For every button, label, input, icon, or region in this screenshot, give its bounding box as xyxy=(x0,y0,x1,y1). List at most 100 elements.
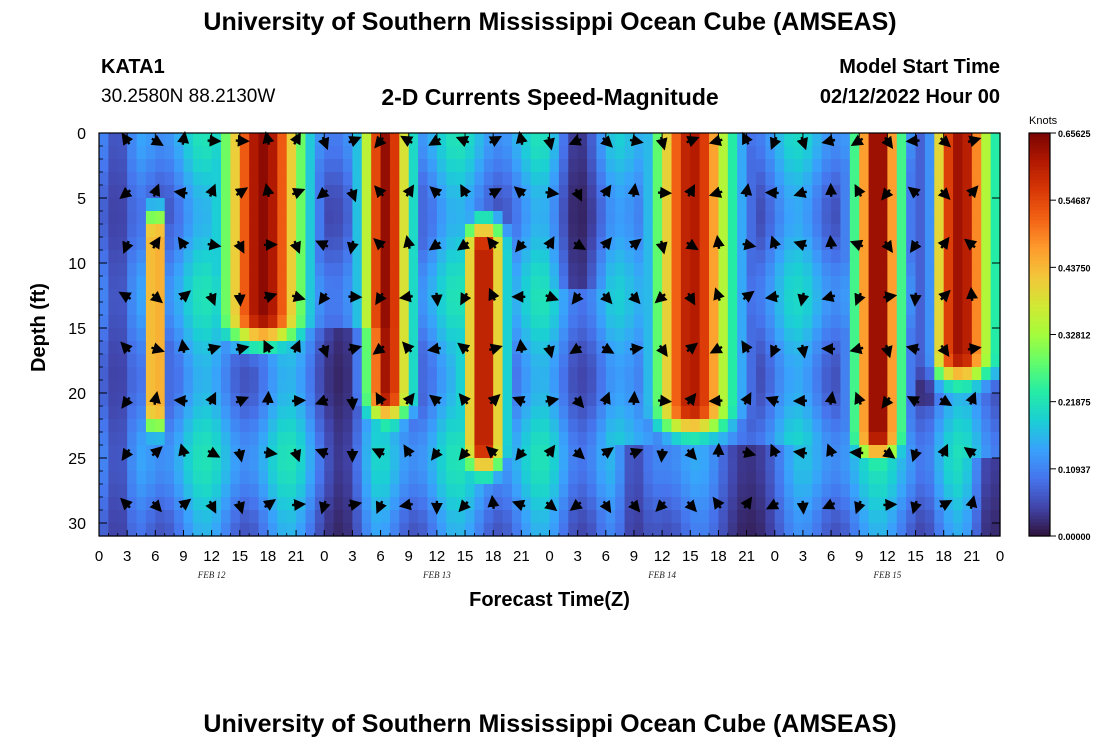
heatmap-cell xyxy=(793,302,804,316)
heatmap-cell xyxy=(765,146,776,160)
heatmap-cell xyxy=(587,276,598,290)
heatmap-cell xyxy=(427,328,438,342)
heatmap-cell xyxy=(446,159,457,173)
heatmap-cell xyxy=(192,367,203,381)
heatmap-cell xyxy=(371,354,382,368)
heatmap-cell xyxy=(662,510,673,524)
current-arrow xyxy=(291,187,306,200)
heatmap-cell xyxy=(418,302,429,316)
heatmap-cell xyxy=(887,341,898,355)
heatmap-cell xyxy=(784,510,795,524)
heatmap-cell xyxy=(127,250,138,264)
heatmap-cell xyxy=(896,484,907,498)
heatmap-cell xyxy=(314,289,325,303)
heatmap-cell xyxy=(652,159,663,173)
heatmap-cell xyxy=(953,380,964,394)
current-arrow xyxy=(233,240,245,254)
heatmap-cell xyxy=(784,393,795,407)
heatmap-cell xyxy=(906,198,917,212)
heatmap-cell xyxy=(633,211,644,225)
heatmap-cell xyxy=(643,289,654,303)
heatmap-cell xyxy=(784,406,795,420)
colorbar-segment xyxy=(1029,347,1050,352)
heatmap-cell xyxy=(840,471,851,485)
y-tick-label: 25 xyxy=(68,451,86,468)
colorbar-segment xyxy=(1029,381,1050,386)
heatmap-cell xyxy=(446,380,457,394)
current-arrow xyxy=(261,390,274,405)
heatmap-cell xyxy=(389,497,400,511)
heatmap-cell xyxy=(727,276,738,290)
heatmap-cell xyxy=(465,172,476,186)
y-tick-label: 5 xyxy=(77,191,86,208)
heatmap-cell xyxy=(718,146,729,160)
heatmap-cell xyxy=(596,159,607,173)
heatmap-cell xyxy=(624,510,635,524)
heatmap-cell xyxy=(859,471,870,485)
current-arrow xyxy=(654,290,668,304)
heatmap-cell xyxy=(981,328,992,342)
heatmap-cell xyxy=(718,172,729,186)
heatmap-cell xyxy=(493,510,504,524)
heatmap-cell xyxy=(709,328,720,342)
heatmap-cell xyxy=(164,523,175,537)
heatmap-cell xyxy=(230,367,241,381)
heatmap-cell xyxy=(727,432,738,446)
heatmap-cell xyxy=(202,315,213,329)
heatmap-cell xyxy=(296,302,307,316)
heatmap-cell xyxy=(530,484,541,498)
heatmap-cell xyxy=(108,393,119,407)
heatmap-cell xyxy=(690,276,701,290)
heatmap-cell xyxy=(521,484,532,498)
current-arrow xyxy=(403,235,415,249)
colorbar-segment xyxy=(1029,415,1050,420)
heatmap-cell xyxy=(596,302,607,316)
heatmap-cell xyxy=(774,237,785,251)
heatmap-cell xyxy=(399,406,410,420)
heatmap-cell xyxy=(596,406,607,420)
heatmap-cell xyxy=(305,471,316,485)
current-arrow xyxy=(709,342,724,354)
heatmap-cell xyxy=(906,406,917,420)
heatmap-cell xyxy=(540,367,551,381)
heatmap-cell xyxy=(249,328,260,342)
current-arrow xyxy=(938,135,952,148)
heatmap-cell xyxy=(418,419,429,433)
heatmap-cell xyxy=(249,471,260,485)
heatmap-cell xyxy=(549,406,560,420)
heatmap-cell xyxy=(483,380,494,394)
heatmap-cell xyxy=(465,133,476,147)
heatmap-cell xyxy=(145,146,156,160)
heatmap-cell xyxy=(915,302,926,316)
heatmap-cell xyxy=(943,133,954,147)
current-arrow xyxy=(289,132,301,146)
heatmap-cell xyxy=(127,302,138,316)
heatmap-cell xyxy=(652,458,663,472)
y-tick-label: 30 xyxy=(68,516,86,533)
heatmap-cell xyxy=(136,315,147,329)
current-arrow xyxy=(938,289,951,303)
heatmap-cell xyxy=(99,133,109,147)
heatmap-cell xyxy=(605,302,616,316)
heatmap-cell xyxy=(840,510,851,524)
heatmap-cell xyxy=(662,380,673,394)
colorbar-segment xyxy=(1029,515,1050,520)
heatmap-cell xyxy=(521,185,532,199)
heatmap-cell xyxy=(746,406,757,420)
heatmap-cell xyxy=(821,497,832,511)
heatmap-cell xyxy=(990,471,1001,485)
heatmap-cell xyxy=(493,432,504,446)
heatmap-cell xyxy=(755,380,766,394)
heatmap-cell xyxy=(587,445,598,459)
heatmap-cell xyxy=(446,328,457,342)
heatmap-cell xyxy=(849,458,860,472)
heatmap-cell xyxy=(587,497,598,511)
heatmap-cell xyxy=(953,484,964,498)
heatmap-cell xyxy=(117,354,128,368)
heatmap-cell xyxy=(821,458,832,472)
heatmap-cell xyxy=(99,146,109,160)
heatmap-cell xyxy=(483,185,494,199)
heatmap-cell xyxy=(324,276,335,290)
heatmap-cell xyxy=(221,159,231,173)
heatmap-cell xyxy=(812,302,823,316)
